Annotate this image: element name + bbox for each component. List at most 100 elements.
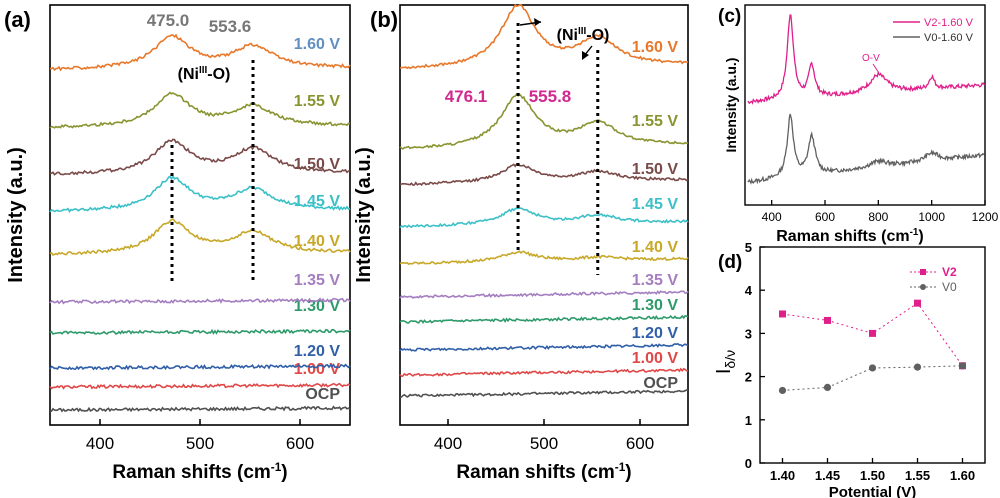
annotation-label: O-V: [862, 53, 880, 64]
spectrum-130V: [49, 328, 351, 335]
x-tick-label: 400: [86, 434, 114, 453]
legend-label: V0-1.60 V: [924, 32, 974, 44]
data-point-V0: [823, 383, 832, 391]
peak-value-label: 475.0: [147, 11, 190, 30]
spectrum-160V: [49, 33, 351, 72]
panel-c: 400 600 800 1000 1200 Raman shifts (cm-1) Inte…: [718, 4, 999, 245]
data-point-V2: [869, 329, 876, 337]
y-tick-label: 0: [745, 456, 752, 471]
x-tick-label: 800: [868, 210, 888, 224]
series-label: 1.60 V: [294, 36, 341, 53]
x-tick-label: 1.40: [770, 468, 795, 483]
x-tick-label: 1.45: [815, 468, 840, 483]
x-tick-label: 1200: [972, 210, 999, 224]
series-label: 1.50 V: [294, 156, 341, 173]
spectrum-100V: [49, 382, 351, 390]
y-tick-label: 4: [745, 283, 753, 298]
y-axis-title: Iδ/ν: [713, 350, 738, 374]
series-label: 1.35 V: [294, 272, 341, 289]
spectrum-135V: [399, 290, 689, 299]
spectrum-135V: [49, 297, 351, 305]
spectrum-OCP: [49, 405, 351, 413]
spectrum-150V: [49, 138, 351, 176]
plot-frame: [744, 4, 986, 206]
panel-label: (c): [718, 6, 741, 27]
series-label: 1.60 V: [632, 39, 679, 56]
arrow-head: [582, 51, 589, 60]
series-label: 1.50 V: [632, 161, 679, 178]
legend-marker: [920, 269, 926, 275]
x-tick-label: 600: [286, 434, 314, 453]
legend-marker: [920, 284, 926, 290]
series-label: 1.00 V: [632, 350, 679, 367]
series-label: 1.30 V: [632, 297, 679, 314]
spectrum-150V: [399, 163, 689, 187]
series-label: 1.45 V: [632, 196, 679, 213]
spectrum-155V: [49, 91, 351, 129]
species-label: (NiIII-O): [178, 65, 231, 83]
x-tick-label: 600: [626, 434, 654, 453]
spectrum-V2-1.60 V: [747, 14, 986, 105]
peak-value-label: 553.6: [209, 17, 252, 36]
x-axis-title: Raman shifts (cm-1): [776, 227, 924, 245]
panel-b: 400 500 600 Raman shifts (cm-1) Intensity (a…: [353, 3, 689, 483]
x-axis-title: Raman shifts (cm-1): [112, 461, 287, 483]
y-tick-label: 3: [745, 326, 752, 341]
species-label: (NiIII-O): [557, 26, 610, 44]
y-axis-title: Intensity (a.u.): [723, 58, 739, 153]
series-label: OCP: [643, 375, 678, 392]
x-tick-label: 1.50: [860, 468, 885, 483]
spectrum-V0-1.60 V: [747, 113, 985, 185]
spectrum-145V: [399, 207, 689, 229]
x-tick-label: 500: [530, 434, 558, 453]
spectrum-OCP: [399, 389, 689, 398]
spectrum-120V: [399, 343, 689, 352]
data-point-V2: [779, 310, 786, 318]
x-tick-label: 400: [762, 210, 782, 224]
legend-label: V0: [942, 280, 957, 294]
legend-label: V2-1.60 V: [924, 17, 974, 29]
arrow-head: [534, 18, 541, 26]
series-line-V2: [782, 302, 963, 367]
series-label: 1.55 V: [632, 113, 679, 130]
panel-label: (b): [370, 7, 398, 32]
series-label: 1.20 V: [294, 343, 341, 360]
spectrum-145V: [49, 174, 351, 213]
y-axis-title: Intensity (a.u.): [5, 147, 27, 283]
y-tick-label: 2: [745, 370, 752, 385]
y-tick-label: 5: [745, 240, 752, 255]
spectrum-120V: [49, 363, 351, 371]
series-label: 1.55 V: [294, 93, 341, 110]
spectrum-140V: [49, 218, 351, 256]
data-point-V0: [868, 364, 877, 372]
x-tick-label: 400: [434, 434, 462, 453]
data-point-V0: [958, 362, 967, 370]
peak-value-label: 555.8: [529, 87, 572, 106]
x-tick-label: 600: [815, 210, 835, 224]
panel-a: 400 500 600 Raman shifts (cm-1) Intensity (a…: [4, 4, 351, 483]
x-tick-label: 1000: [918, 210, 945, 224]
series-label: 1.35 V: [632, 272, 679, 289]
series-label: OCP: [305, 386, 340, 403]
series-label: 1.40 V: [294, 233, 341, 250]
data-point-V2: [824, 316, 831, 324]
panel-label: (a): [4, 7, 31, 32]
panel-label: (d): [718, 252, 742, 273]
data-point-V0: [778, 386, 787, 395]
legend-label: V2: [942, 265, 957, 279]
series-label: 1.20 V: [632, 325, 679, 342]
series-line-V0: [782, 365, 963, 391]
spectrum-100V: [399, 367, 689, 378]
x-tick-label: 500: [186, 434, 214, 453]
x-axis-title: Potential (V): [829, 484, 917, 498]
series-label: 1.45 V: [294, 193, 341, 210]
x-tick-label: 1.55: [905, 468, 930, 483]
data-point-V2: [914, 299, 921, 307]
y-tick-label: 1: [745, 413, 752, 428]
spectrum-130V: [399, 314, 689, 325]
spectrum-155V: [399, 92, 689, 150]
x-tick-label: 1.60: [950, 468, 975, 483]
x-axis-title: Raman shifts (cm-1): [456, 461, 631, 483]
